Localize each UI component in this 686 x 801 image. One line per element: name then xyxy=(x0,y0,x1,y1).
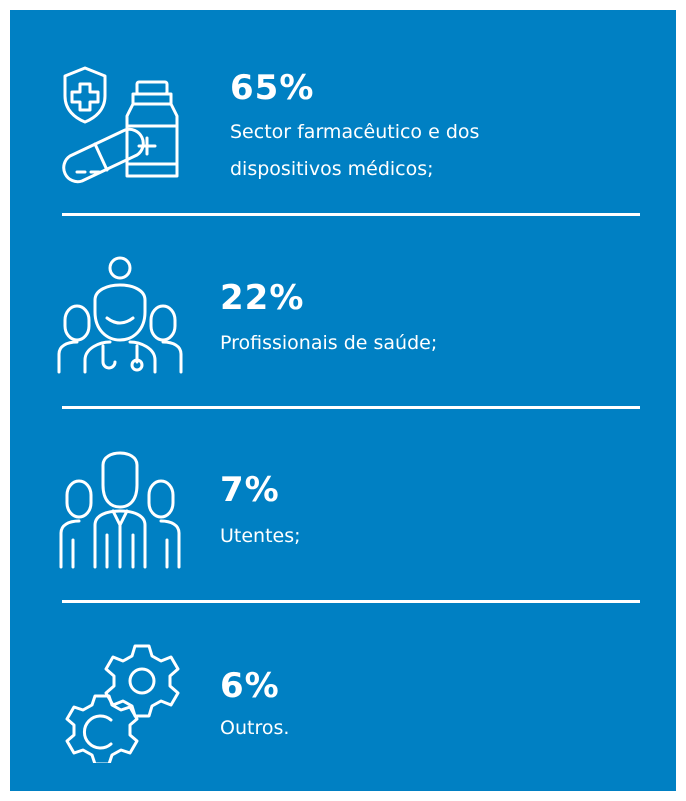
label-line: Sector farmacêutico e dos xyxy=(230,121,480,143)
patients-icon xyxy=(59,451,181,569)
infographic-panel: 65% Sector farmacêutico e dos dispositivos… xyxy=(10,10,676,791)
label: Sector farmacêutico e dos dispositivos mé… xyxy=(230,114,479,188)
label-line: Profissionais de saúde; xyxy=(220,332,438,354)
label-line: Utentes; xyxy=(220,525,301,547)
others-icon xyxy=(65,644,180,763)
percent: 22% xyxy=(220,278,305,318)
label: Outros. xyxy=(220,710,289,747)
label-line: Outros. xyxy=(220,717,290,739)
health-professionals-icon xyxy=(57,256,183,374)
percent: 7% xyxy=(220,470,280,510)
divider xyxy=(62,600,640,603)
label: Utentes; xyxy=(220,518,301,555)
label: Profissionais de saúde; xyxy=(220,325,437,362)
divider xyxy=(62,213,640,216)
percent: 65% xyxy=(230,68,315,108)
pharma-icon xyxy=(62,66,179,184)
divider xyxy=(62,406,640,409)
label-line: dispositivos médicos; xyxy=(230,158,434,180)
percent: 6% xyxy=(220,666,280,706)
